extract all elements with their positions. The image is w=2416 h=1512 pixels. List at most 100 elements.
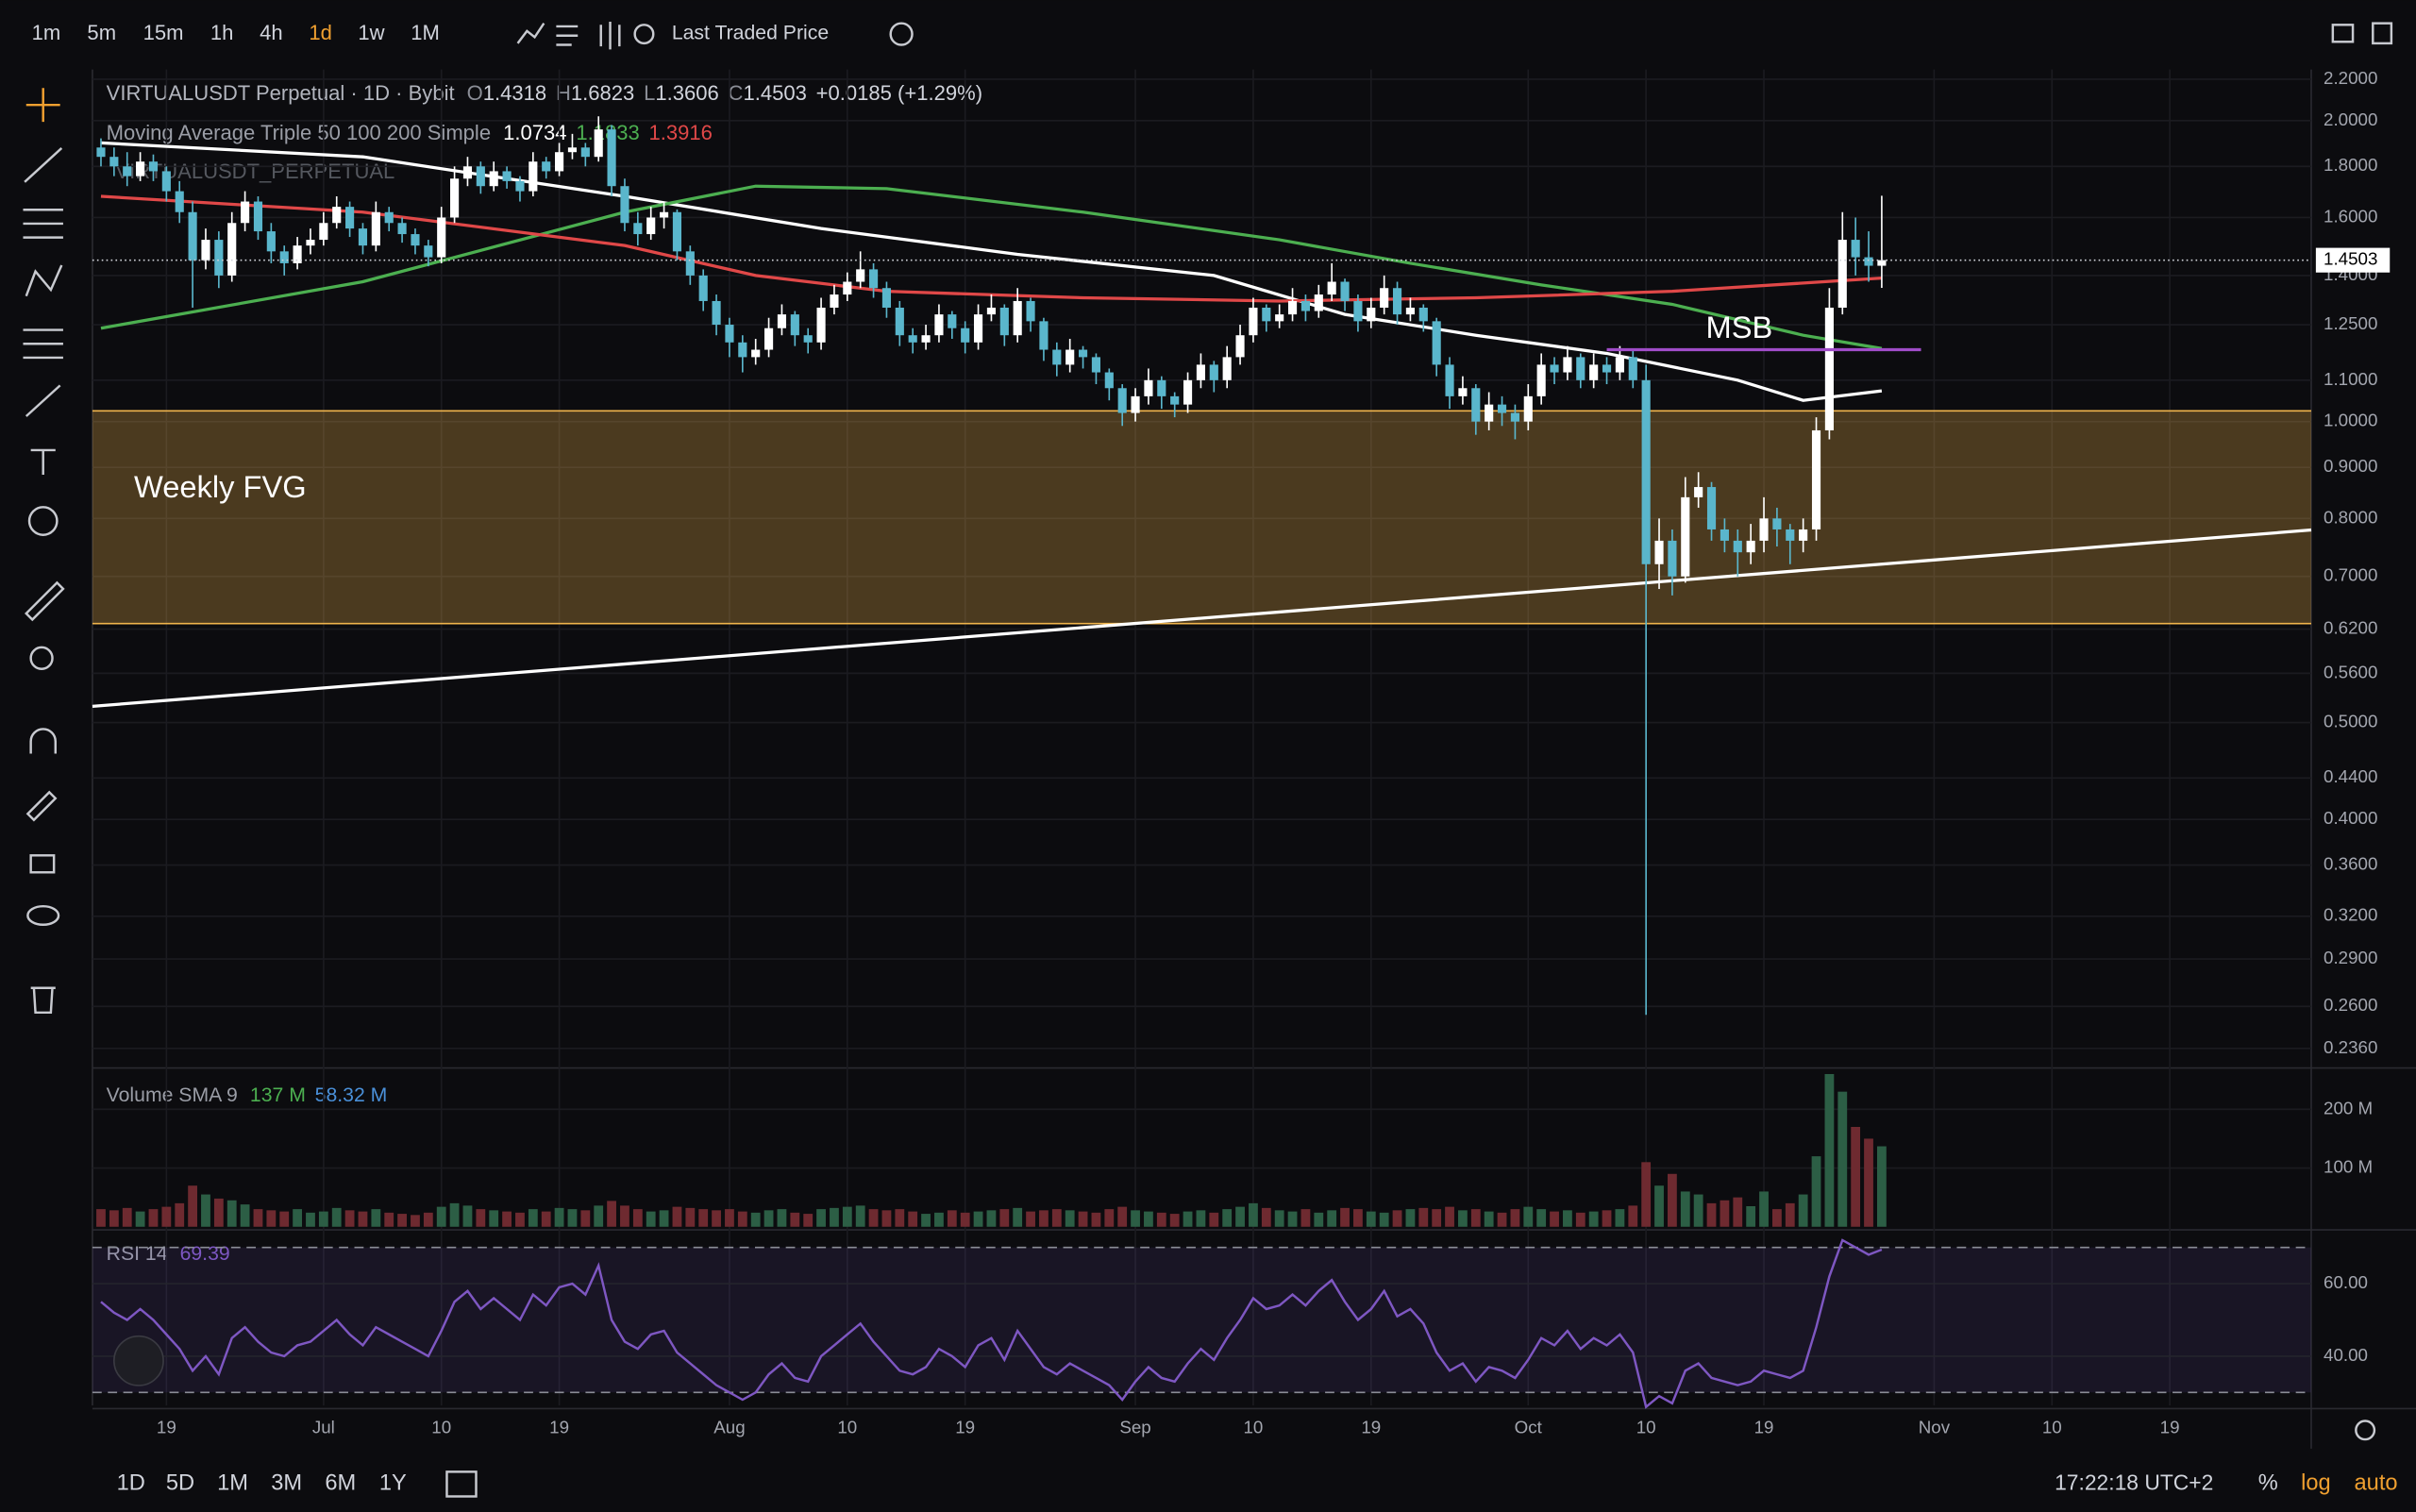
candle-body (161, 171, 171, 192)
volume-bar (1078, 1211, 1088, 1227)
rsi-tick-label: 40.00 (2324, 1345, 2368, 1365)
magnet-tool[interactable] (29, 728, 57, 754)
delete-tool[interactable] (30, 986, 56, 1015)
interval-button[interactable]: 1h (210, 21, 234, 44)
chart-type-button[interactable] (599, 22, 621, 50)
candle-body (1275, 314, 1284, 322)
trendline (92, 528, 2312, 708)
range-button[interactable]: 5D (166, 1471, 194, 1496)
scale-option[interactable]: auto (2355, 1471, 2398, 1496)
change: +0.0185 (+1.29%) (816, 81, 982, 105)
emoji-tool[interactable] (27, 506, 59, 536)
candle-body (1694, 487, 1703, 497)
volume-bar (646, 1211, 656, 1227)
add-button[interactable] (889, 22, 914, 46)
candle-body (751, 349, 761, 358)
volume-bar (659, 1210, 669, 1227)
volume-bar (1065, 1210, 1075, 1227)
candle-body (528, 161, 538, 192)
volume-bar (842, 1206, 852, 1227)
candle-body (908, 335, 917, 343)
lock-tool[interactable] (29, 854, 56, 874)
interval-button[interactable]: 1M (411, 21, 440, 44)
settings-button[interactable] (633, 24, 655, 45)
candle-body (1157, 379, 1166, 396)
range-button[interactable]: 1D (117, 1471, 145, 1496)
scale-option[interactable]: % (2258, 1471, 2278, 1496)
volume-bar (895, 1209, 905, 1227)
text-tool[interactable] (30, 448, 56, 476)
fullscreen-button[interactable] (2372, 22, 2393, 45)
volume-bar (1759, 1191, 1769, 1227)
interval-button[interactable]: 1m (32, 21, 61, 44)
y-tick-label: 0.6200 (2324, 618, 2377, 638)
draw-mode-tool[interactable] (25, 790, 58, 822)
line-tool[interactable] (24, 147, 63, 183)
volume-bar (1013, 1207, 1023, 1227)
volume-bar (554, 1207, 564, 1227)
axis-settings-button[interactable] (2355, 1420, 2376, 1441)
tv-logo (113, 1335, 164, 1386)
candle-body (1510, 412, 1519, 422)
candle-body (1615, 357, 1624, 373)
volume-bar (371, 1209, 381, 1227)
hide-tool[interactable] (26, 904, 60, 927)
x-tick-label: 19 (1754, 1418, 1774, 1437)
fib-tool[interactable] (23, 209, 63, 239)
interval-button[interactable]: 4h (260, 21, 283, 44)
templates-button[interactable] (556, 25, 579, 46)
volume-bar (1432, 1209, 1442, 1227)
scale-option[interactable]: log (2301, 1471, 2331, 1496)
snapshot-button[interactable] (2331, 24, 2355, 43)
volume-bar (1392, 1210, 1402, 1227)
volume-title: Volume SMA 9 (107, 1084, 238, 1106)
volume-bar (1641, 1162, 1652, 1227)
volume-bar (1497, 1212, 1507, 1227)
volume-bar (999, 1209, 1010, 1227)
brush-tool[interactable] (25, 384, 61, 417)
range-button[interactable]: 3M (271, 1471, 302, 1496)
candle-body (450, 178, 460, 218)
candle-body (777, 314, 787, 328)
volume-bar (868, 1209, 879, 1227)
interval-button[interactable]: 1d (309, 21, 332, 44)
volume-bar (253, 1209, 263, 1227)
volume-bar (1235, 1206, 1245, 1227)
range-button[interactable]: 1M (217, 1471, 248, 1496)
indicators-button[interactable] (516, 22, 545, 44)
ruler-tool[interactable] (25, 580, 65, 622)
projection-tool[interactable] (23, 328, 63, 360)
volume-bar (1615, 1209, 1625, 1227)
pattern-tool[interactable] (25, 264, 63, 297)
fvg-zone (92, 411, 2311, 624)
candle-body (148, 161, 159, 172)
candle-body (515, 180, 525, 192)
candle-body (1131, 395, 1140, 413)
x-tick-label: 19 (1361, 1418, 1381, 1437)
date-range-button[interactable] (445, 1470, 478, 1498)
volume-bar (1706, 1202, 1717, 1227)
candle-body (424, 245, 433, 258)
candle-body (123, 166, 132, 176)
candle-body (1550, 364, 1559, 373)
candle-body (109, 157, 119, 167)
volume-bar (1249, 1202, 1258, 1227)
crosshair-tool[interactable] (25, 88, 60, 123)
range-button[interactable]: 6M (325, 1471, 356, 1496)
candle-body (1026, 300, 1035, 322)
volume-bar (240, 1204, 250, 1227)
interval-button[interactable]: 15m (143, 21, 184, 44)
volume-bar (620, 1205, 629, 1227)
price-source-button[interactable]: Last Traded Price (672, 23, 829, 44)
candle-body (1720, 529, 1729, 541)
interval-button[interactable]: 1w (358, 21, 384, 44)
volume-bar (712, 1210, 721, 1227)
clock: 17:22:18 UTC+2 (2055, 1470, 2213, 1494)
range-button[interactable]: 1Y (379, 1471, 407, 1496)
rsi-tick-label: 60.00 (2324, 1272, 2368, 1292)
zoom-tool[interactable] (29, 646, 54, 670)
volume-value: 137 M (250, 1084, 306, 1106)
candle-body (725, 325, 734, 343)
candle-body (1117, 388, 1127, 413)
interval-button[interactable]: 5m (87, 21, 116, 44)
